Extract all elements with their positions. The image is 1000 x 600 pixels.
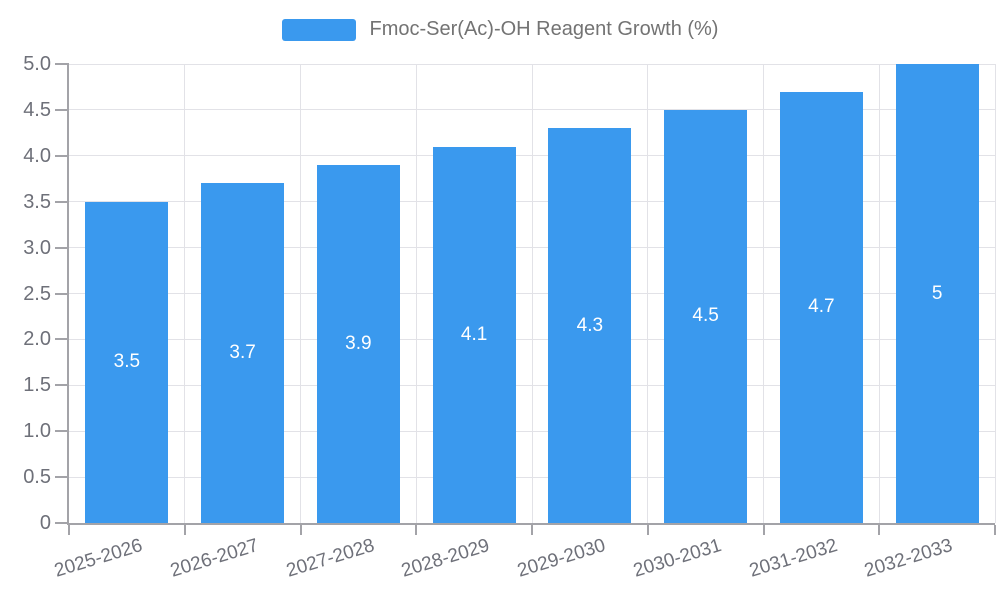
- x-axis-tick-label: 2027-2028: [283, 535, 377, 582]
- y-axis-tick-label: 3.5: [23, 190, 51, 213]
- bar-value-label: 3.9: [345, 332, 372, 354]
- legend-color-swatch: [281, 18, 356, 41]
- x-axis-tick: [994, 525, 996, 535]
- bar-value-label: 4.7: [808, 296, 835, 318]
- y-axis-tick: [55, 154, 69, 157]
- x-axis-line: [67, 523, 995, 525]
- x-axis-tick-label: 2031-2032: [746, 535, 840, 582]
- gridline-vertical: [994, 64, 996, 523]
- y-axis-tick: [55, 246, 69, 249]
- y-axis-tick: [55, 384, 69, 387]
- y-axis-tick: [55, 63, 69, 65]
- x-axis-tick: [299, 525, 302, 535]
- gridline-vertical: [300, 64, 301, 523]
- x-axis-tick: [878, 525, 881, 535]
- bar-value-label: 5: [931, 282, 943, 304]
- bar[interactable]: 4.5: [664, 109, 748, 523]
- y-axis-tick: [55, 476, 69, 479]
- y-axis-tick-label: 4.5: [23, 98, 51, 121]
- legend[interactable]: Fmoc-Ser(Ac)-OH Reagent Growth (%): [0, 18, 1000, 41]
- y-axis-tick: [55, 292, 69, 295]
- legend-label: Fmoc-Ser(Ac)-OH Reagent Growth (%): [369, 18, 719, 40]
- bar-value-label: 4.1: [460, 323, 488, 345]
- y-axis-tick: [55, 108, 69, 111]
- y-axis-tick-label: 0: [39, 512, 51, 534]
- gridline-vertical: [531, 64, 533, 523]
- y-axis-tick-label: 0.5: [23, 466, 51, 489]
- y-axis-tick-label: 1.0: [23, 420, 51, 443]
- y-axis-tick: [55, 200, 69, 203]
- y-axis-tick-label: 1.5: [23, 374, 51, 397]
- x-axis-tick: [68, 525, 70, 535]
- y-axis-tick-label: 5.0: [23, 53, 51, 75]
- y-axis-tick-label: 4.0: [23, 144, 51, 167]
- x-axis-tick-label: 2030-2031: [630, 535, 724, 582]
- y-axis-line: [67, 64, 69, 525]
- y-axis-tick: [55, 522, 69, 524]
- x-axis-tick-label: 2028-2029: [399, 535, 493, 582]
- x-axis-tick: [415, 525, 418, 535]
- y-axis-tick-label: 2.0: [23, 328, 51, 351]
- bar-value-label: 4.5: [692, 305, 719, 327]
- bar[interactable]: 3.5: [85, 201, 169, 523]
- gridline-vertical: [878, 64, 880, 523]
- bar-value-label: 3.7: [229, 342, 256, 364]
- x-axis-tick-label: 2025-2026: [51, 535, 146, 582]
- bar[interactable]: 3.9: [316, 164, 400, 523]
- bar[interactable]: 4.1: [432, 146, 516, 523]
- y-axis-tick-label: 3.0: [23, 236, 51, 259]
- bar[interactable]: 3.7: [201, 183, 285, 523]
- x-axis-tick-label: 2026-2027: [167, 535, 261, 582]
- y-axis-tick: [55, 430, 69, 433]
- x-axis-tick: [762, 525, 765, 535]
- x-axis-tick: [646, 525, 649, 535]
- gridline-vertical: [647, 64, 649, 523]
- bar-value-label: 3.5: [113, 351, 141, 373]
- x-axis-tick-label: 2029-2030: [514, 535, 609, 582]
- x-axis-tick: [183, 525, 186, 535]
- gridline-vertical: [763, 64, 764, 523]
- bar[interactable]: 4.3: [548, 128, 632, 523]
- bar-value-label: 4.3: [576, 314, 604, 336]
- gridline-vertical: [184, 64, 186, 523]
- y-axis-tick-label: 2.5: [23, 282, 51, 305]
- gridline-vertical: [415, 64, 417, 523]
- y-axis-tick: [55, 338, 69, 341]
- x-axis-tick: [531, 525, 533, 535]
- bar[interactable]: 4.7: [779, 91, 863, 523]
- x-axis-tick-label: 2032-2033: [862, 535, 956, 582]
- bar[interactable]: 5: [895, 64, 979, 523]
